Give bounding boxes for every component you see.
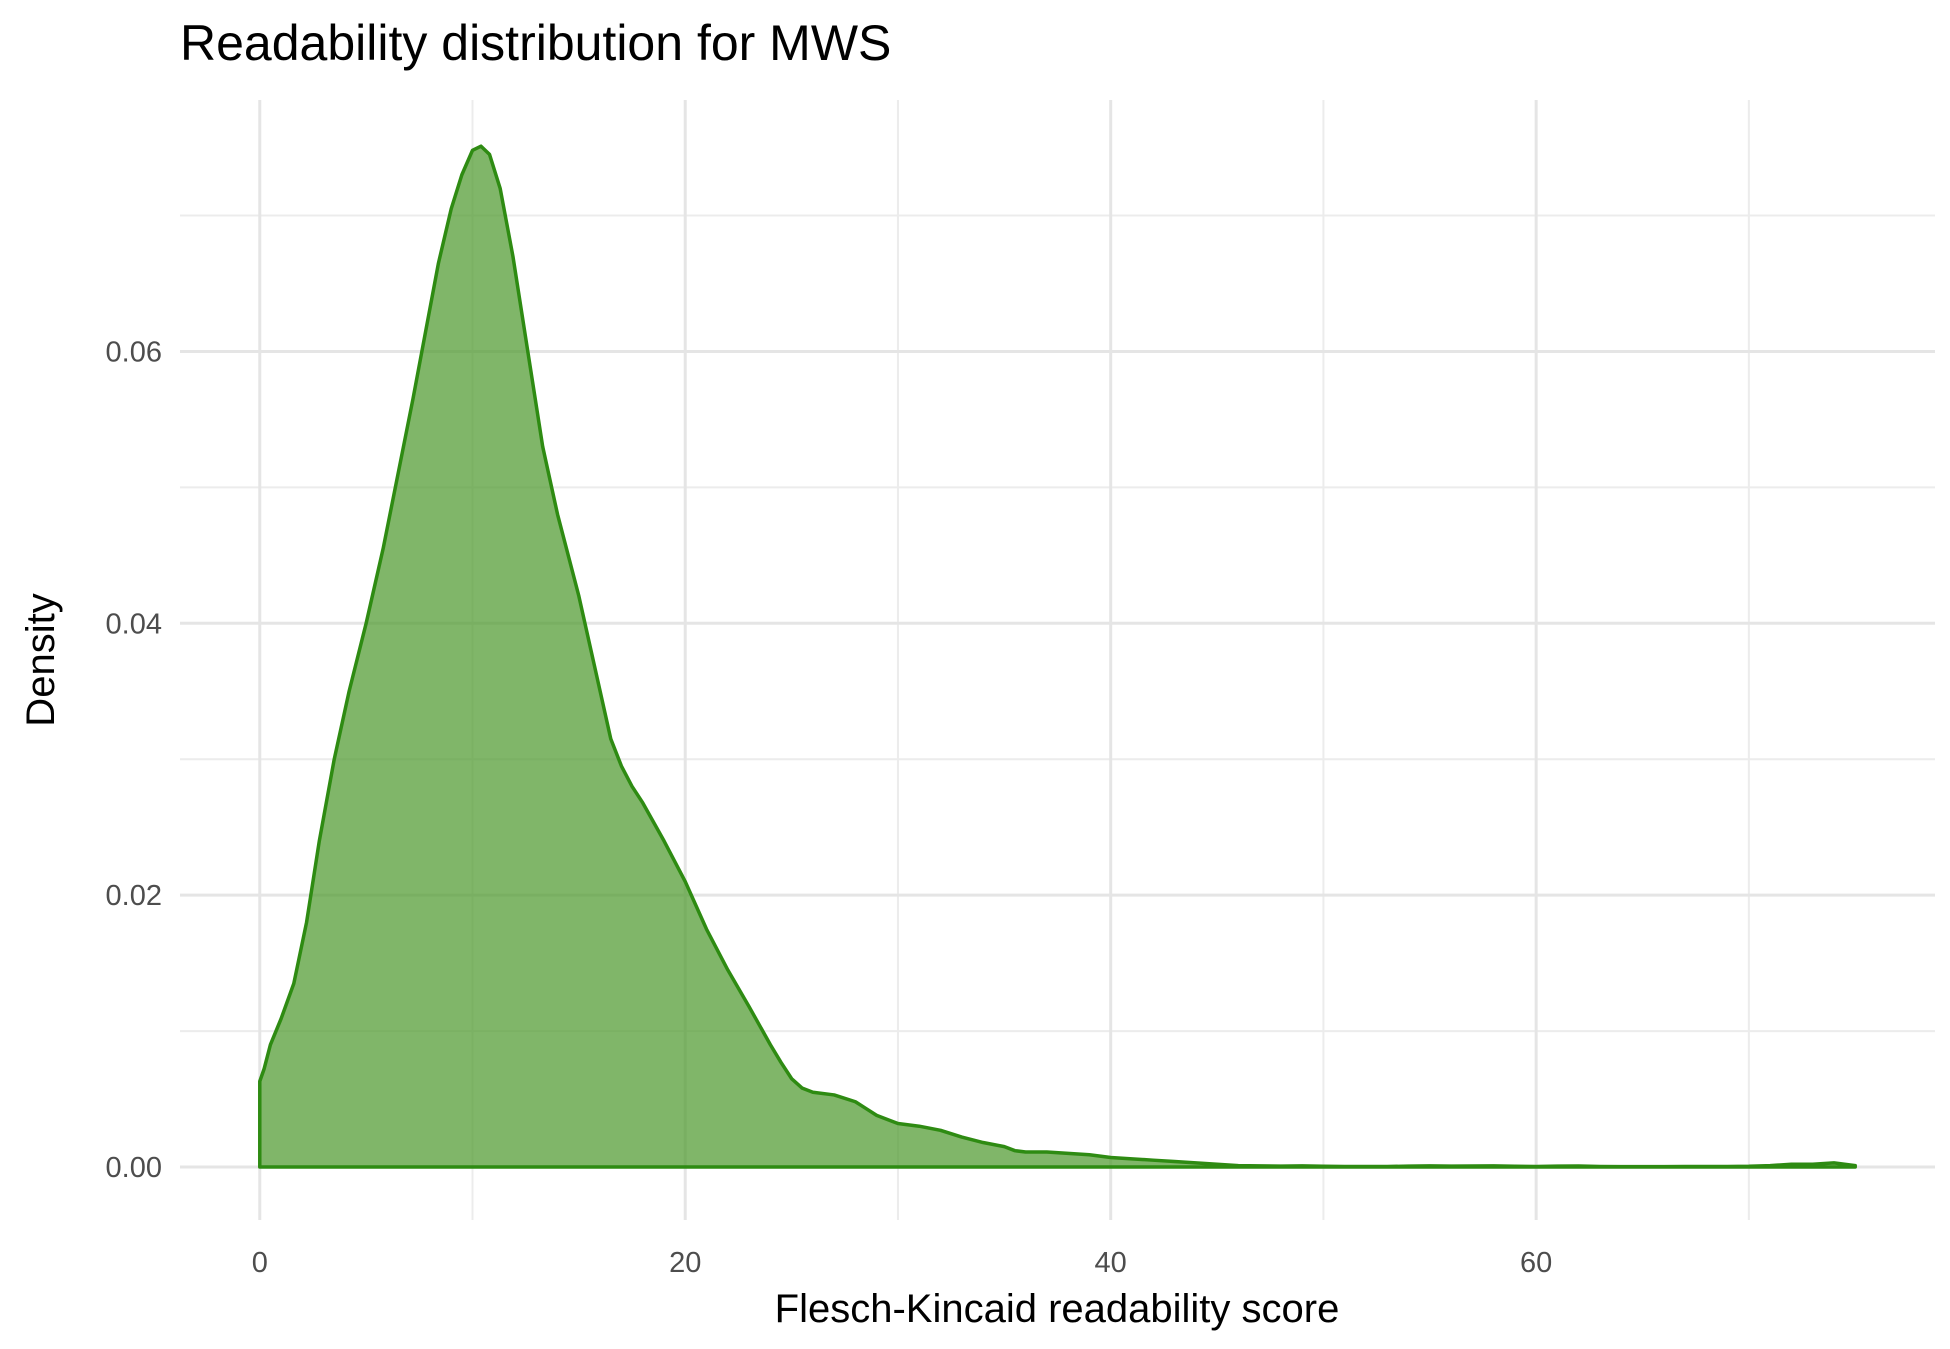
y-tick-label: 0.04 [106,608,162,640]
y-tick-label: 0.00 [106,1152,162,1184]
y-tick-label: 0.02 [106,880,162,912]
x-tick-label: 60 [1520,1247,1552,1279]
x-axis-title: Flesch-Kincaid readability score [775,1287,1340,1331]
density-area [258,144,1857,1169]
plot-area: 0 20 40 60 0.00 0.02 0.04 0.06 [106,100,1935,1279]
x-tick-label: 0 [252,1247,268,1279]
chart-title: Readability distribution for MWS [180,15,891,71]
x-tick-label: 20 [669,1247,701,1279]
x-tick-label: 40 [1095,1247,1127,1279]
y-axis-title: Density [19,593,63,726]
y-tick-label: 0.06 [106,336,162,368]
